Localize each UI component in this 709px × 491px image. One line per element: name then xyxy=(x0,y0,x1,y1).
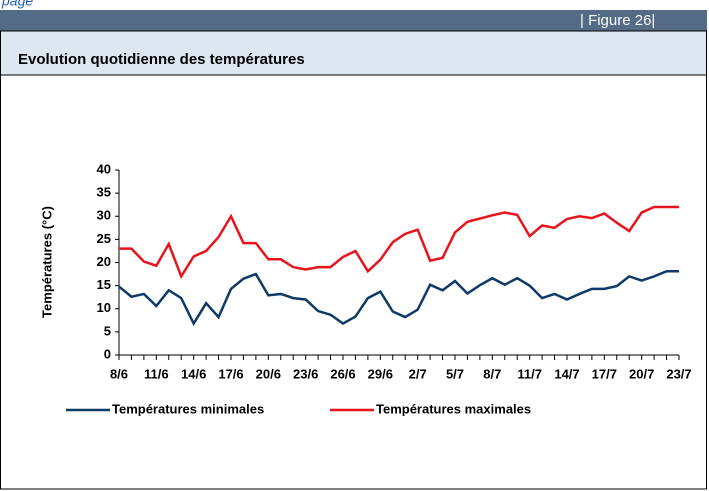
x-tick-label: 8/6 xyxy=(110,366,128,381)
legend-label: Températures maximales xyxy=(376,401,531,416)
y-tick-label: 10 xyxy=(97,300,111,315)
x-tick-label: 11/7 xyxy=(517,366,542,381)
y-tick-label: 0 xyxy=(104,346,111,361)
x-tick-label: 5/7 xyxy=(446,366,464,381)
y-axis-title: Températures (°C) xyxy=(39,206,54,318)
x-tick-label: 20/6 xyxy=(256,366,281,381)
page-label: page xyxy=(1,0,33,9)
y-tick-label: 25 xyxy=(97,231,111,246)
figure-label: | Figure 26| xyxy=(580,12,655,29)
x-tick-label: 14/7 xyxy=(554,366,579,381)
x-tick-label: 2/7 xyxy=(409,366,427,381)
y-tick-label: 40 xyxy=(97,161,111,176)
y-tick-label: 5 xyxy=(104,323,111,338)
series-line xyxy=(118,270,679,327)
y-tick-label: 30 xyxy=(97,208,111,223)
x-tick-label: 26/6 xyxy=(330,366,355,381)
x-tick-label: 20/7 xyxy=(629,366,654,381)
x-tick-label: 17/7 xyxy=(592,366,617,381)
x-tick-label: 11/6 xyxy=(144,366,169,381)
legend-label: Températures minimales xyxy=(112,401,264,416)
title-band xyxy=(0,30,707,76)
x-tick-label: 14/6 xyxy=(181,366,206,381)
y-tick-label: 20 xyxy=(97,254,111,269)
x-tick-label: 23/7 xyxy=(666,366,691,381)
series-line xyxy=(119,205,679,280)
figure-header xyxy=(0,10,707,31)
x-tick-label: 29/6 xyxy=(368,366,393,381)
x-tick-label: 23/6 xyxy=(293,366,318,381)
x-tick-label: 8/7 xyxy=(483,366,501,381)
y-tick-label: 35 xyxy=(97,185,111,200)
chart-title: Evolution quotidienne des températures xyxy=(18,51,305,68)
chart-box xyxy=(0,74,707,490)
y-tick-label: 15 xyxy=(97,277,111,292)
x-tick-label: 17/6 xyxy=(218,366,243,381)
